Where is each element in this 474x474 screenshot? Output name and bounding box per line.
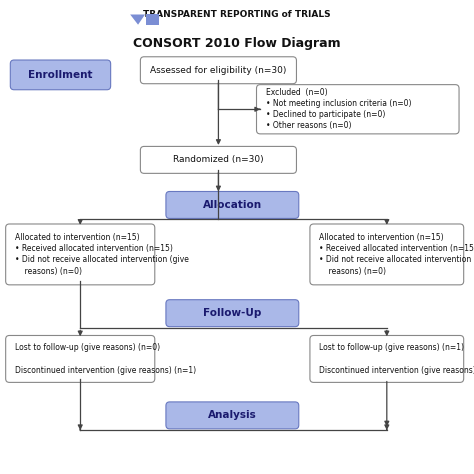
Text: Allocation: Allocation — [203, 200, 262, 210]
Text: Follow-Up: Follow-Up — [203, 308, 262, 318]
FancyBboxPatch shape — [256, 85, 459, 134]
FancyBboxPatch shape — [146, 15, 159, 25]
Text: Lost to follow-up (give reasons) (n=1)

Discontinued intervention (give reasons): Lost to follow-up (give reasons) (n=1) D… — [319, 343, 474, 374]
Text: CONSORT 2010 Flow Diagram: CONSORT 2010 Flow Diagram — [133, 37, 341, 50]
FancyBboxPatch shape — [166, 300, 299, 327]
FancyBboxPatch shape — [6, 336, 155, 383]
FancyBboxPatch shape — [310, 336, 464, 383]
FancyBboxPatch shape — [310, 224, 464, 285]
Text: Lost to follow-up (give reasons) (n=0)

Discontinued intervention (give reasons): Lost to follow-up (give reasons) (n=0) D… — [15, 343, 196, 374]
FancyBboxPatch shape — [10, 60, 110, 90]
FancyBboxPatch shape — [166, 402, 299, 429]
Text: TRANSPARENT REPORTING of TRIALS: TRANSPARENT REPORTING of TRIALS — [143, 9, 331, 18]
Text: Allocated to intervention (n=15)
• Received allocated intervention (n=15)
• Did : Allocated to intervention (n=15) • Recei… — [15, 233, 189, 275]
Text: Excluded  (n=0)
• Not meeting inclusion criteria (n=0)
• Declined to participate: Excluded (n=0) • Not meeting inclusion c… — [266, 88, 411, 130]
FancyBboxPatch shape — [166, 191, 299, 219]
Text: Analysis: Analysis — [208, 410, 257, 420]
FancyBboxPatch shape — [140, 57, 296, 84]
FancyBboxPatch shape — [6, 224, 155, 285]
Polygon shape — [130, 15, 145, 25]
Text: Enrollment: Enrollment — [28, 70, 93, 80]
Text: Allocated to intervention (n=15)
• Received allocated intervention (n=15)
• Did : Allocated to intervention (n=15) • Recei… — [319, 233, 474, 275]
Text: Randomized (n=30): Randomized (n=30) — [173, 155, 264, 164]
Text: Assessed for eligibility (n=30): Assessed for eligibility (n=30) — [150, 66, 287, 75]
FancyBboxPatch shape — [140, 146, 296, 173]
